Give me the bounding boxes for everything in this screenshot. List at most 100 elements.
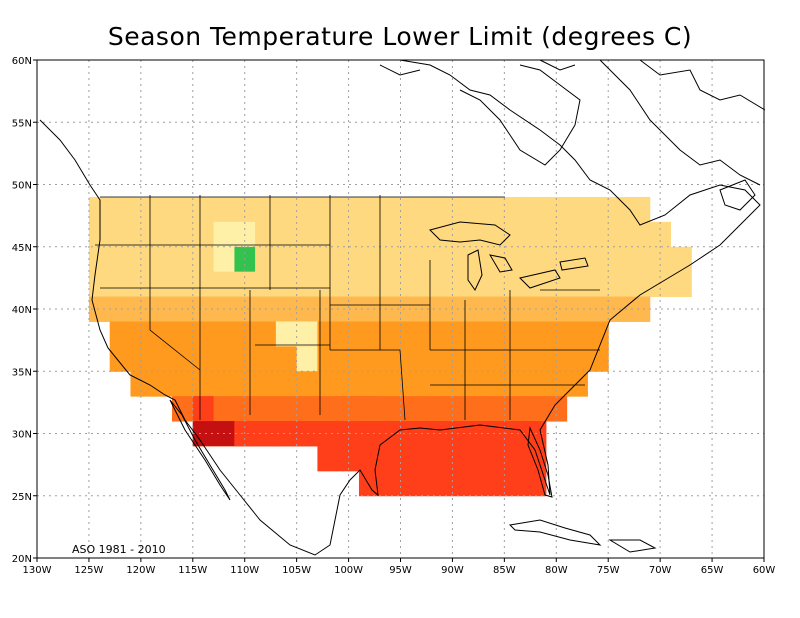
temperature-cell [483,246,505,273]
x-tick-label: 110W [230,565,259,576]
temperature-cell [566,321,588,347]
temperature-cell [628,221,651,248]
temperature-cell [109,346,131,372]
temperature-cell [317,346,339,372]
temperature-cell [275,221,298,248]
temperature-cell [379,196,401,223]
x-tick-label: 95W [389,565,412,576]
temperature-cell [379,246,401,273]
temperature-cell [525,346,547,372]
temperature-cell [587,296,609,322]
temperature-cell [379,346,401,372]
temperature-cell [358,445,381,472]
x-tick-label: 65W [701,565,724,576]
temperature-cell [88,296,111,322]
temperature-cell [442,470,464,497]
temperature-cell [151,246,173,273]
x-tick-label: 125W [74,565,103,576]
temperature-cell [379,371,401,397]
temperature-cell [234,371,256,397]
temperature-cell [525,371,547,397]
temperature-cell [379,470,401,497]
temperature-cell [358,296,381,322]
x-tick-label: 75W [597,565,620,576]
temperature-cell [317,221,339,248]
temperature-cell [462,221,485,248]
temperature-cell [213,321,235,347]
temperature-cell [462,296,485,322]
y-tick-label: 35N [12,367,32,378]
newfoundland [719,179,756,211]
temperature-cell [400,271,422,298]
temperature-cell [88,271,111,298]
temperature-cell [525,396,547,422]
temperature-cell [172,371,194,397]
temperature-cell [338,321,360,347]
temperature-cell [462,346,485,372]
temperature-cell [462,445,485,472]
x-tick-label: 100W [334,565,363,576]
temperature-cell [421,271,443,298]
temperature-cell [255,321,277,347]
temperature-cell [317,296,339,322]
temperature-cell [255,396,277,422]
lat-lon-gridlines [37,60,764,558]
temperature-cell [670,246,692,273]
x-tick-label: 105W [282,565,311,576]
temperature-cell [504,221,526,248]
temperature-cell [545,296,568,322]
temperature-cell [421,445,443,472]
cuba [508,519,602,546]
temperature-cell [587,271,609,298]
temperature-cell [109,246,131,273]
temperature-cell [442,196,464,223]
map-title: Season Temperature Lower Limit (degrees … [107,22,693,51]
temperature-cell [88,246,111,273]
temperature-cell [172,196,194,223]
temperature-cell [109,321,131,347]
y-tick-label: 50N [12,181,32,192]
temperature-cell [358,221,381,248]
temperature-cell [587,321,609,347]
temperature-cell [151,371,173,397]
temperature-cell [587,246,609,273]
temperature-cell [255,246,277,273]
temperature-cell [442,346,464,372]
temperature-cell [255,346,277,372]
temperature-cell [462,470,485,497]
temperature-cell [545,321,568,347]
y-axis-tick-labels: 20N 25N 30N 35N 40N 45N 50N 55N 60N [12,56,37,565]
x-tick-label: 115W [178,565,207,576]
temperature-grid-cells [88,196,692,497]
temperature-cell [275,296,298,322]
temperature-cell [130,296,152,322]
temperature-cell [151,346,173,372]
temperature-cell [358,246,381,273]
temperature-cell [483,470,505,497]
temperature-cell [400,321,422,347]
temperature-cell [462,271,485,298]
temperature-cell [462,196,485,223]
y-tick-label: 25N [12,492,32,503]
temperature-cell [338,371,360,397]
temperature-cell [566,271,588,298]
temperature-cell [587,196,609,223]
temperature-cell [109,271,131,298]
temperature-cell [275,346,298,372]
temperature-cell [421,296,443,322]
y-tick-label: 55N [12,118,32,129]
temperature-cell [317,321,339,347]
temperature-cell [504,396,526,422]
y-tick-label: 30N [12,430,32,441]
y-tick-label: 40N [12,305,32,316]
north-america-outline [39,59,761,556]
x-tick-label: 60W [753,565,776,576]
temperature-cell [525,221,547,248]
temperature-cell [213,371,235,397]
temperature-cell [483,445,505,472]
temperature-cell [338,271,360,298]
temperature-cell [172,221,194,248]
temperature-cell [130,271,152,298]
coastline-and-borders [39,59,766,556]
temperature-cell [192,371,215,397]
